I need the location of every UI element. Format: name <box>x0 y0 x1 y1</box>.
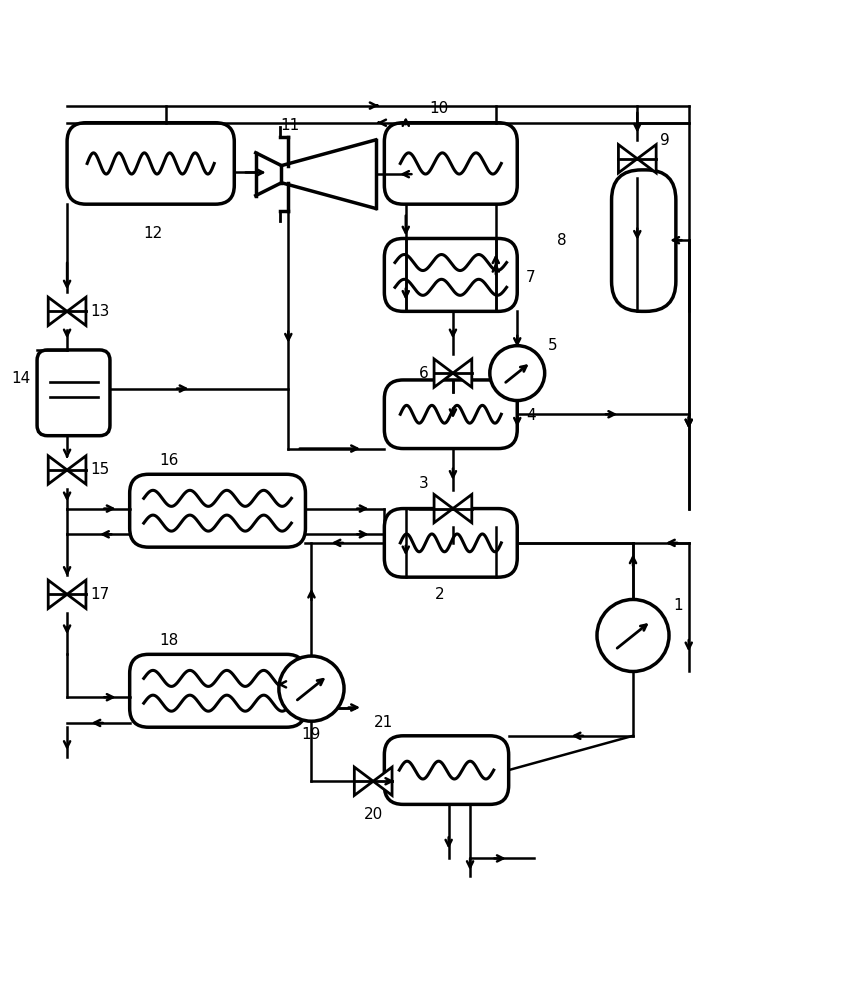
Polygon shape <box>434 494 453 523</box>
Text: 1: 1 <box>673 598 683 613</box>
Text: 10: 10 <box>430 101 449 116</box>
Text: 15: 15 <box>91 462 110 477</box>
Circle shape <box>279 656 344 721</box>
Text: 18: 18 <box>159 633 178 648</box>
Text: 5: 5 <box>548 338 557 353</box>
Polygon shape <box>355 767 373 795</box>
Text: 19: 19 <box>302 727 321 742</box>
Polygon shape <box>67 297 86 326</box>
Text: 8: 8 <box>557 233 567 248</box>
Polygon shape <box>453 494 472 523</box>
Polygon shape <box>453 359 472 387</box>
Polygon shape <box>637 145 656 173</box>
Text: 6: 6 <box>419 366 429 381</box>
Text: 13: 13 <box>91 304 110 319</box>
Text: 11: 11 <box>280 118 299 133</box>
Text: 12: 12 <box>143 226 162 241</box>
FancyBboxPatch shape <box>612 170 676 311</box>
Text: 9: 9 <box>659 133 670 148</box>
Polygon shape <box>67 456 86 484</box>
Text: 20: 20 <box>363 807 383 822</box>
Polygon shape <box>48 580 67 608</box>
Text: 2: 2 <box>435 587 445 602</box>
FancyBboxPatch shape <box>384 380 517 449</box>
Text: 21: 21 <box>374 715 393 730</box>
FancyBboxPatch shape <box>37 350 110 436</box>
Text: 16: 16 <box>159 453 178 468</box>
Text: 4: 4 <box>526 408 535 423</box>
FancyBboxPatch shape <box>67 123 234 204</box>
Circle shape <box>490 346 545 401</box>
Text: 3: 3 <box>419 476 429 491</box>
Circle shape <box>597 599 669 671</box>
FancyBboxPatch shape <box>384 736 508 804</box>
Polygon shape <box>434 359 453 387</box>
Polygon shape <box>373 767 392 795</box>
FancyBboxPatch shape <box>129 654 306 727</box>
Text: 14: 14 <box>11 371 30 386</box>
Polygon shape <box>619 145 637 173</box>
FancyBboxPatch shape <box>384 509 517 577</box>
FancyBboxPatch shape <box>129 474 306 547</box>
FancyBboxPatch shape <box>384 123 517 204</box>
Text: 7: 7 <box>526 270 535 285</box>
FancyBboxPatch shape <box>384 238 517 311</box>
Polygon shape <box>48 456 67 484</box>
Polygon shape <box>67 580 86 608</box>
Polygon shape <box>48 297 67 326</box>
Text: 17: 17 <box>91 587 110 602</box>
